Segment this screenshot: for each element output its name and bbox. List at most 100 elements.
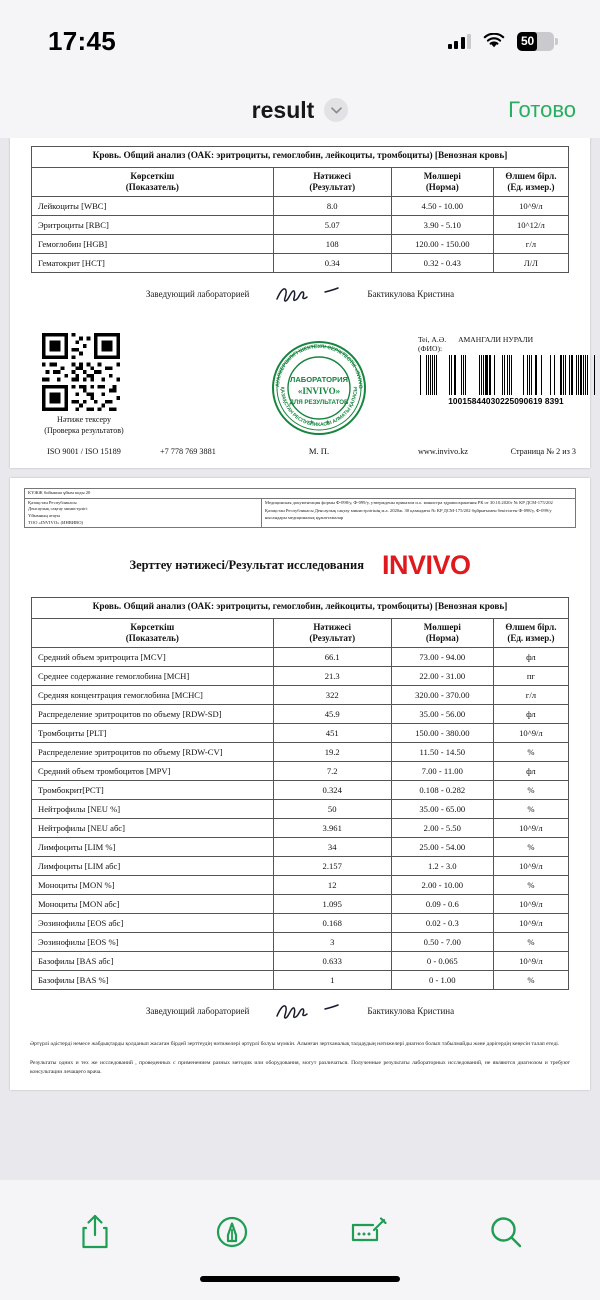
- cell-result: 322: [272, 685, 392, 706]
- cell-result: 1: [272, 970, 392, 991]
- qr-caption-kk: Нәтиже тексеру: [57, 415, 111, 425]
- cell-unit: пг: [492, 666, 570, 687]
- cell-norm: 0.02 - 0.3: [390, 913, 494, 934]
- cell-indicator: Эозинофилы [EOS абс]: [31, 913, 274, 934]
- table-row: Нейтрофилы [NEU абс] 3.961 2.00 - 5.50 10^9…: [31, 818, 570, 839]
- cell-norm: 120.00 - 150.00: [390, 234, 494, 255]
- signer-name: Бактикулова Кристина: [367, 1006, 455, 1017]
- patient-block: Tei, А.Ә. АМАНГАЛИ НУРАЛИ (ФИО): 1001584…: [418, 335, 595, 406]
- signature-block-page2: Заведующий лабораторией Бактикулова Крис…: [20, 1000, 580, 1022]
- share-icon[interactable]: [67, 1204, 123, 1260]
- cell-unit: г/л: [492, 234, 570, 255]
- cell-unit: фл: [492, 704, 570, 725]
- table-row: Моноциты [MON %] 12 2.00 - 10.00%: [31, 875, 570, 896]
- table-row: Средний объем тромбоцитов [MPV] 7.2 7.00 -…: [31, 761, 570, 782]
- cell-norm: 1.2 - 3.0: [390, 856, 494, 877]
- table-row: Тромбокрит[PCT] 0.324 0.108 - 0.282%: [31, 780, 570, 801]
- cell-result: 66.1: [272, 647, 392, 668]
- barcode-icon: [418, 355, 595, 396]
- table-row: Эозинофилы [EOS %] 3 0.50 - 7.00%: [31, 932, 570, 953]
- chevron-down-icon[interactable]: [324, 98, 349, 122]
- cell-result: 2.157: [272, 856, 392, 877]
- document-scroll-area[interactable]: Кровь. Общий анализ (ОАК: эритроциты, ге…: [0, 138, 600, 1180]
- qr-caption-ru: (Проверка результатов): [44, 425, 124, 435]
- signer-name: Бактикулова Кристина: [367, 289, 455, 300]
- table-row: Гемоглобин [HGB] 108 120.00 - 150.00 г/л: [31, 234, 570, 255]
- cell-result: 0.633: [272, 951, 392, 972]
- column-header-norm: Мөлшері (Норма): [390, 617, 494, 649]
- annotate-icon[interactable]: [341, 1204, 397, 1260]
- cell-result: 0.324: [272, 780, 392, 801]
- table-title: Кровь. Общий анализ (ОАК: эритроциты, ге…: [31, 597, 569, 619]
- qr-code-icon[interactable]: [42, 333, 120, 412]
- search-icon[interactable]: [478, 1204, 534, 1260]
- phone-number: +7 778 769 3881: [160, 447, 216, 457]
- cell-indicator: Распределение эритроцитов по объему [RDW…: [31, 704, 274, 725]
- report-subtitle: Зерттеу нәтижесі/Результат исследования: [129, 558, 364, 573]
- disclaimer-kk: Әртүрлі әдістерді немесе жабдықтарды қол…: [30, 1041, 560, 1048]
- ministry-line-3: Үйымның атауы: [28, 512, 61, 518]
- navigation-bar: result Готово: [0, 82, 600, 138]
- cell-unit: фл: [492, 761, 570, 782]
- table-row: Лимфоциты [LIM абс] 2.157 1.2 - 3.0 10^9/л: [31, 856, 570, 877]
- table-row: Средняя концентрация гемоглобина [MCHC] 3…: [31, 685, 570, 706]
- svg-text:★: ★: [325, 419, 330, 426]
- lab-results-table-page2: Кровь. Общий анализ (ОАК: эритроциты, ге…: [31, 597, 570, 991]
- cell-indicator: Средний объем тромбоцитов [MPV]: [31, 761, 274, 782]
- cell-unit: 10^9/л: [492, 951, 570, 972]
- page-number: Страница № 2 из 3: [510, 447, 576, 457]
- regulatory-header-box: КҮЖЖ бойынша ұйым коды 20 Қазақстан Респ…: [24, 488, 577, 529]
- cell-unit: 10^9/л: [492, 856, 570, 877]
- cell-result: 0.168: [272, 913, 392, 934]
- table-row: Гематокрит [HCT] 0.34 0.32 - 0.43 Л/Л: [31, 253, 570, 274]
- patient-label-ru: (ФИО):: [418, 344, 443, 354]
- column-header-result: Нәтижесі (Результат): [272, 166, 392, 198]
- page-title: result: [251, 96, 315, 123]
- cell-indicator: Базофилы [BAS абс]: [31, 951, 274, 972]
- table-title: Кровь. Общий анализ (ОАК: эритроциты, ге…: [31, 146, 569, 168]
- table-row: Моноциты [MON абс] 1.095 0.09 - 0.6 10^9/л: [31, 894, 570, 915]
- ministry-line-2: Денсаулық сақтау министрлігі: [28, 506, 88, 512]
- markup-pen-icon[interactable]: [204, 1204, 260, 1260]
- status-indicators: 50: [447, 31, 558, 51]
- laboratory-stamp-icon: ЖАУАПКЕРШІЛІГІ ШЕКТЕУЛІ СЕРІКТЕСТІК «INV…: [260, 328, 375, 444]
- cell-norm: 150.00 - 380.00: [390, 723, 494, 744]
- disclaimer-block: Әртүрлі әдістерді немесе жабдықтарды қол…: [30, 1040, 570, 1078]
- cell-result: 34: [272, 837, 392, 858]
- table-row: Среднее содержание гемоглобина [MCH] 21.3…: [31, 666, 570, 687]
- cell-indicator: Средний объем эритроцита [MCV]: [31, 647, 274, 668]
- cell-unit: 10^12/л: [492, 215, 570, 236]
- handwritten-signature: [273, 1000, 343, 1022]
- brand-header: Зерттеу нәтижесі/Результат исследования …: [20, 550, 580, 581]
- done-button[interactable]: Готово: [508, 97, 576, 122]
- cell-norm: 25.00 - 54.00: [390, 837, 494, 858]
- cell-indicator: Эритроциты [RBC]: [31, 215, 274, 236]
- column-header-norm: Мөлшері (Норма): [390, 166, 494, 198]
- cell-norm: 320.00 - 370.00: [390, 685, 494, 706]
- header-kk: Нәтижесі: [313, 621, 352, 632]
- signature-role: Заведующий лабораторией: [145, 1006, 250, 1017]
- form-reference-ru: Медицинская документация формы Ф-098/у, …: [264, 499, 553, 505]
- header-ru: (Результат): [309, 633, 356, 644]
- cell-indicator: Гематокрит [HCT]: [31, 253, 274, 274]
- cell-unit: %: [492, 875, 570, 896]
- website-url: www.invivo.kz: [418, 447, 468, 457]
- signature-block-page1: Заведующий лабораторией Бактикулова Крис…: [20, 283, 580, 305]
- cell-result: 1.095: [272, 894, 392, 915]
- cell-indicator: Нейтрофилы [NEU абс]: [31, 818, 274, 839]
- cell-unit: Л/Л: [492, 253, 570, 274]
- status-bar: 17:45 50: [0, 0, 600, 82]
- header-kk: Өлшем бірл.: [505, 621, 557, 632]
- cell-result: 3: [272, 932, 392, 953]
- form-reference-kk: Қазақстан Республикасы Денсаулық сақтау …: [264, 508, 552, 520]
- cell-indicator: Лейкоциты [WBC]: [31, 196, 274, 217]
- cell-unit: %: [492, 932, 570, 953]
- cell-norm: 2.00 - 5.50: [390, 818, 494, 839]
- cell-indicator: Лимфоциты [LIM абс]: [31, 856, 274, 877]
- document-title-menu[interactable]: result: [252, 97, 349, 124]
- table-row: Средний объем эритроцита [MCV] 66.1 73.00 …: [31, 647, 570, 668]
- home-indicator: [200, 1276, 400, 1282]
- cell-result: 8.0: [272, 196, 392, 217]
- svg-text:ДЛЯ РЕЗУЛЬТАТОВ: ДЛЯ РЕЗУЛЬТАТОВ: [289, 399, 349, 406]
- cell-indicator: Средняя концентрация гемоглобина [MCHC]: [31, 685, 274, 706]
